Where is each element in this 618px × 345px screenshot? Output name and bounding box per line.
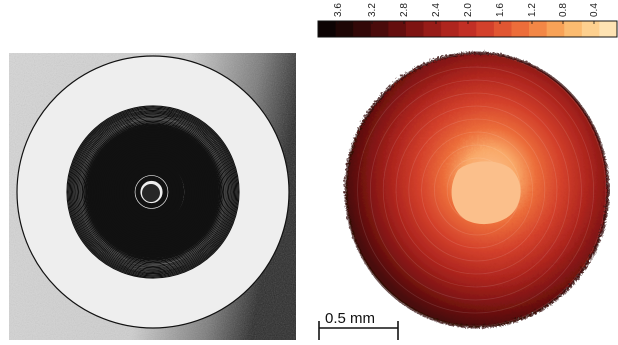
colorbar-tick-label: 1.6 xyxy=(495,3,506,17)
ring xyxy=(73,112,233,272)
newton-rings xyxy=(16,55,290,329)
ring xyxy=(70,109,236,275)
ring xyxy=(110,149,196,235)
ring xyxy=(79,118,227,266)
ring xyxy=(67,106,239,278)
interference-rings-photo xyxy=(9,53,296,340)
ring xyxy=(108,147,198,237)
scale-bar: 0.5 mm xyxy=(318,310,399,340)
colorbar-swatch xyxy=(335,21,354,37)
ring xyxy=(117,156,189,228)
colorbar-swatch xyxy=(370,21,389,37)
colorbar-swatch xyxy=(564,21,583,37)
colorbar-swatches xyxy=(318,21,618,37)
ring xyxy=(77,116,229,268)
colorbar-tick-label: 2.0 xyxy=(463,3,474,17)
colorbar-swatch xyxy=(353,21,372,37)
heatmap-contours xyxy=(344,53,607,327)
colorbar-swatch xyxy=(405,21,425,37)
colorbar-swatch xyxy=(546,21,565,37)
ring xyxy=(129,170,174,214)
colorbar-swatch xyxy=(511,21,530,37)
colorbar-tick-label: 1.2 xyxy=(527,3,538,17)
colorbar-swatch xyxy=(441,21,460,37)
scale-bar-label: 0.5 mm xyxy=(325,310,375,327)
ring xyxy=(80,119,226,265)
ring xyxy=(125,166,178,218)
colorbar-swatch xyxy=(318,21,337,37)
ring xyxy=(75,114,231,270)
ring xyxy=(66,105,240,279)
ring xyxy=(98,137,208,247)
heatmap-contour xyxy=(395,105,558,275)
heatmap-contour xyxy=(408,118,546,262)
colorbar-swatch xyxy=(423,21,442,37)
ring xyxy=(91,130,215,254)
ring xyxy=(102,141,204,243)
ring xyxy=(106,145,200,239)
heatmap-rim xyxy=(343,50,609,328)
heatmap-center-patch xyxy=(451,161,521,225)
colorbar-swatch xyxy=(458,21,477,37)
ring xyxy=(112,151,194,233)
ring xyxy=(74,113,232,271)
colorbar-tick-label: 3.2 xyxy=(367,3,378,17)
colorbar-ticks: 3.6 3.2 2.8 2.4 2.0 1.6 1.2 0.8 0.4 xyxy=(333,3,600,24)
colorbar-swatch xyxy=(493,21,512,37)
ring xyxy=(84,123,222,261)
heatmap-contour xyxy=(382,92,570,288)
ring xyxy=(86,125,220,259)
colorbar-swatch xyxy=(529,21,548,37)
ring xyxy=(76,115,230,269)
ring xyxy=(104,143,202,241)
ring xyxy=(94,133,212,251)
ring xyxy=(100,139,206,245)
colorbar-tick-label: 0.4 xyxy=(589,3,600,17)
colorbar-swatch xyxy=(388,21,407,37)
ring xyxy=(68,107,238,277)
colorbar-swatch xyxy=(581,21,600,37)
heatmap-contour xyxy=(357,66,595,314)
colorbar-tick-label: 3.6 xyxy=(333,3,344,17)
center-dark-spot xyxy=(142,184,160,202)
ring xyxy=(69,108,237,276)
heatmap-contour xyxy=(344,53,607,327)
ring xyxy=(122,162,182,222)
colorbar: 3.6 3.2 2.8 2.4 2.0 1.6 1.2 0.8 0.4 xyxy=(317,3,618,38)
ring xyxy=(95,134,211,250)
ring xyxy=(97,136,209,248)
colorbar-tick-label: 0.8 xyxy=(558,3,569,17)
ring xyxy=(71,110,235,274)
heatmap-contour xyxy=(421,131,534,249)
thickness-heatmap-disc xyxy=(343,50,609,328)
colorbar-swatch xyxy=(476,21,495,37)
ring xyxy=(81,120,225,264)
ring-edge xyxy=(16,55,290,329)
ring xyxy=(89,128,217,256)
colorbar-tick-label: 2.4 xyxy=(431,3,442,17)
ring xyxy=(85,124,221,260)
ring xyxy=(92,131,214,253)
ring xyxy=(88,127,218,257)
heatmap-contour xyxy=(369,79,582,301)
colorbar-tick-label: 2.8 xyxy=(399,3,410,17)
ring xyxy=(114,153,192,231)
colorbar-frame xyxy=(317,20,618,38)
ring xyxy=(135,175,168,209)
colorbar-swatch xyxy=(599,21,618,37)
ring xyxy=(82,121,224,263)
